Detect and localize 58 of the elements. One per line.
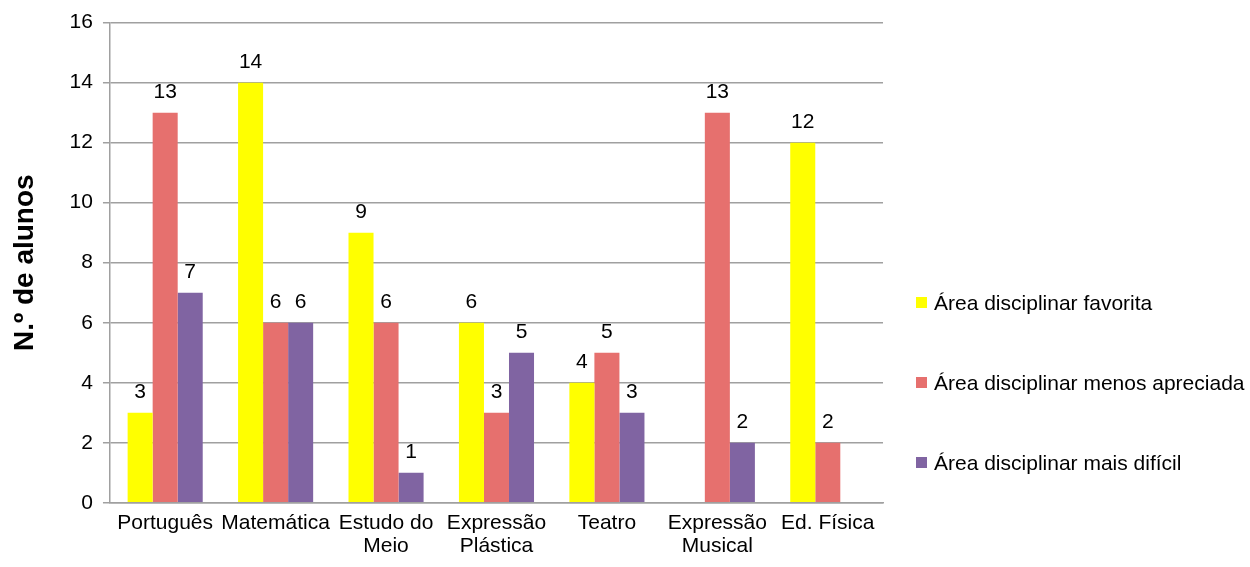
- data-label: 14: [238, 48, 263, 72]
- y-tick-label: 10: [69, 189, 93, 213]
- bar: [288, 322, 314, 503]
- bar: [152, 112, 178, 503]
- bar: [729, 442, 755, 503]
- y-tick-label: 4: [81, 369, 94, 393]
- data-label: 1: [405, 438, 417, 462]
- bar: [815, 442, 841, 503]
- bar: [263, 322, 289, 503]
- data-label: 13: [705, 78, 730, 102]
- data-label: 3: [490, 378, 503, 402]
- bar: [483, 412, 509, 503]
- y-tick-label: 0: [81, 489, 93, 513]
- x-tick-label: Português: [117, 510, 214, 534]
- data-label: 6: [269, 288, 282, 312]
- y-axis-title: N.º de alunos: [7, 174, 39, 352]
- bar: [373, 322, 399, 503]
- bar: [177, 292, 203, 503]
- legend-label: Área disciplinar favorita: [934, 290, 1153, 315]
- x-tick-label: Ed. Física: [781, 510, 875, 534]
- x-tick-label: Teatro: [577, 510, 637, 534]
- bar: [398, 472, 424, 503]
- bar: [619, 412, 645, 503]
- legend-label: Área disciplinar menos apreciada: [934, 370, 1245, 395]
- data-label: 2: [736, 408, 749, 432]
- y-tick-label: 12: [69, 129, 93, 153]
- x-tick-label: Expressão Plástica: [446, 510, 547, 557]
- data-label: 7: [184, 258, 197, 282]
- y-tick-label: 8: [81, 249, 93, 273]
- bar: [509, 352, 535, 503]
- data-label: 13: [153, 78, 177, 102]
- data-label: 5: [601, 318, 613, 342]
- bar: [790, 142, 816, 503]
- data-label: 5: [515, 318, 528, 342]
- bar: [594, 352, 620, 503]
- bar: [348, 232, 374, 503]
- data-label: 6: [465, 288, 478, 312]
- data-label: 4: [576, 348, 589, 372]
- bar: [127, 412, 153, 503]
- bar: [458, 322, 484, 503]
- bar: [238, 82, 264, 503]
- y-tick-label: 6: [81, 309, 93, 333]
- x-tick-label: Matemática: [221, 510, 331, 534]
- y-tick-label: 14: [69, 69, 94, 93]
- data-label: 12: [791, 108, 815, 132]
- y-tick-label: 16: [69, 9, 93, 33]
- data-label: 3: [626, 378, 638, 402]
- x-tick-label: Expressão Musical: [667, 510, 767, 557]
- data-label: 6: [380, 288, 392, 312]
- x-tick-label: Estudo do Meio: [338, 510, 434, 557]
- data-label: 3: [134, 378, 146, 402]
- y-tick-label: 2: [81, 429, 93, 453]
- data-label: 2: [821, 408, 834, 432]
- data-label: 9: [355, 198, 367, 222]
- bar: [569, 382, 595, 503]
- data-label: 6: [294, 288, 307, 312]
- bar: [704, 112, 730, 503]
- legend-label: Área disciplinar mais difícil: [934, 450, 1182, 475]
